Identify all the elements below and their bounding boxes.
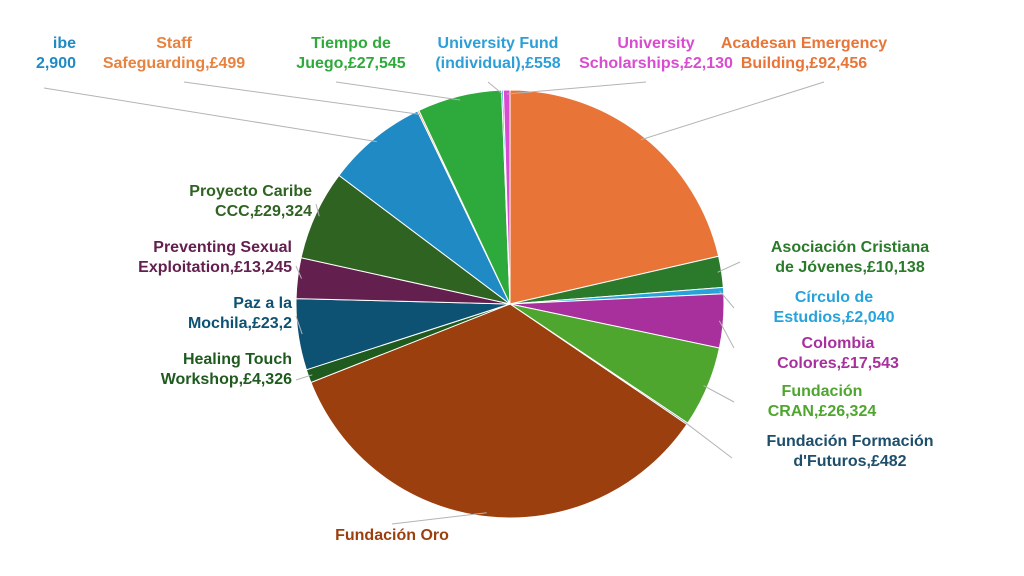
slice-label-line: Building,£92,456 xyxy=(741,55,867,72)
leader-line xyxy=(295,265,303,279)
leader-line xyxy=(717,261,741,273)
leader-line xyxy=(718,320,735,349)
slice-label: Círculo de Estudios,£2,040 xyxy=(774,289,895,326)
slice-label-line: Preventing Sexual xyxy=(153,239,292,256)
slices-layer xyxy=(295,89,725,519)
slice-label-line: (individual),£558 xyxy=(435,55,560,72)
slice-label-line: University xyxy=(617,35,694,52)
slice-label: Colombia Colores,£17,543 xyxy=(777,335,899,372)
slice-label-line: Fundación xyxy=(782,383,863,400)
slice-label-line: Asociación Cristiana xyxy=(771,239,929,256)
slice-label-line: ibe xyxy=(53,35,76,52)
slice-label-line: Círculo de xyxy=(795,289,873,306)
leader-line xyxy=(295,315,303,335)
slice-label: Preventing Sexual Exploitation,£13,245 xyxy=(138,239,292,276)
leader-line xyxy=(315,203,320,217)
slice-label-line: Healing Touch xyxy=(183,351,292,368)
leader-line xyxy=(43,87,377,143)
slice-label-line: Fundación Oro xyxy=(335,527,449,542)
slice-label-line: Juego,£27,545 xyxy=(296,55,406,72)
slice-label-line: CCC,£29,324 xyxy=(215,203,312,220)
leader-line xyxy=(487,81,503,95)
slice-label: University Scholarships,£2,130 xyxy=(579,35,733,72)
slice-label: University Fund (individual),£558 xyxy=(435,35,560,72)
slice-label: Acadesan Emergency Building,£92,456 xyxy=(721,35,887,72)
slice-label-line: Paz a la xyxy=(233,295,292,312)
pie-slice xyxy=(338,110,511,305)
leader-line xyxy=(335,81,461,101)
slice-label-line: Tiempo de xyxy=(311,35,391,52)
slice-label: Tiempo de Juego,£27,545 xyxy=(296,35,406,72)
pie-chart-svg: Acadesan Emergency Building,£92,456 Asocia… xyxy=(36,35,934,542)
slice-label-line: Exploitation,£13,245 xyxy=(138,259,292,276)
pie-slice xyxy=(310,303,688,519)
slice-label: Fundación Formación d'Futuros,£482 xyxy=(766,433,933,470)
slice-label: Paz a la Mochila,£23,2 xyxy=(188,295,292,332)
leader-line xyxy=(703,385,735,403)
leader-line xyxy=(506,81,647,95)
slice-label: Fundación CRAN,£26,324 xyxy=(768,383,877,420)
slice-label-line: 2,900 xyxy=(36,55,76,72)
leader-line xyxy=(719,290,735,309)
leader-line xyxy=(640,81,825,141)
slice-label-line: Estudios,£2,040 xyxy=(774,309,895,326)
pie-slice xyxy=(509,89,720,305)
slice-label-line: Workshop,£4,326 xyxy=(161,371,292,388)
slice-label-line: Colombia xyxy=(802,335,875,352)
slice-label-line: Mochila,£23,2 xyxy=(188,315,292,332)
slice-label: Staff Safeguarding,£499 xyxy=(103,35,245,72)
leader-lines-layer xyxy=(43,81,825,525)
slice-label: ibe 2,900 xyxy=(36,35,76,72)
slice-label-line: Staff xyxy=(156,35,192,52)
slice-label-line: d'Futuros,£482 xyxy=(793,453,906,470)
slice-label-line: Colores,£17,543 xyxy=(777,355,899,372)
pie-chart: Acadesan Emergency Building,£92,456 Asocia… xyxy=(34,26,978,542)
slice-labels-layer: Acadesan Emergency Building,£92,456 Asocia… xyxy=(36,35,934,542)
slice-label-line: de Jóvenes,£10,138 xyxy=(775,259,925,276)
slice-label: Healing Touch Workshop,£4,326 xyxy=(161,351,292,388)
slice-label-line: University Fund xyxy=(438,35,559,52)
slice-label-line: Scholarships,£2,130 xyxy=(579,55,733,72)
leader-line xyxy=(391,512,487,525)
slice-label-line: Acadesan Emergency xyxy=(721,35,887,52)
slice-label-line: CRAN,£26,324 xyxy=(768,403,877,420)
leader-line xyxy=(183,81,420,115)
slice-label-line: Safeguarding,£499 xyxy=(103,55,245,72)
slice-label-line: Proyecto Caribe xyxy=(189,183,312,200)
slice-label: Fundación Oro xyxy=(335,527,449,542)
slice-label-line: Fundación Formación xyxy=(766,433,933,450)
leader-line xyxy=(295,374,313,381)
leader-line xyxy=(683,421,733,459)
slice-label: Asociación Cristiana de Jóvenes,£10,138 xyxy=(771,239,929,276)
pie-slice xyxy=(502,89,511,305)
slice-label: Proyecto Caribe CCC,£29,324 xyxy=(189,183,312,220)
